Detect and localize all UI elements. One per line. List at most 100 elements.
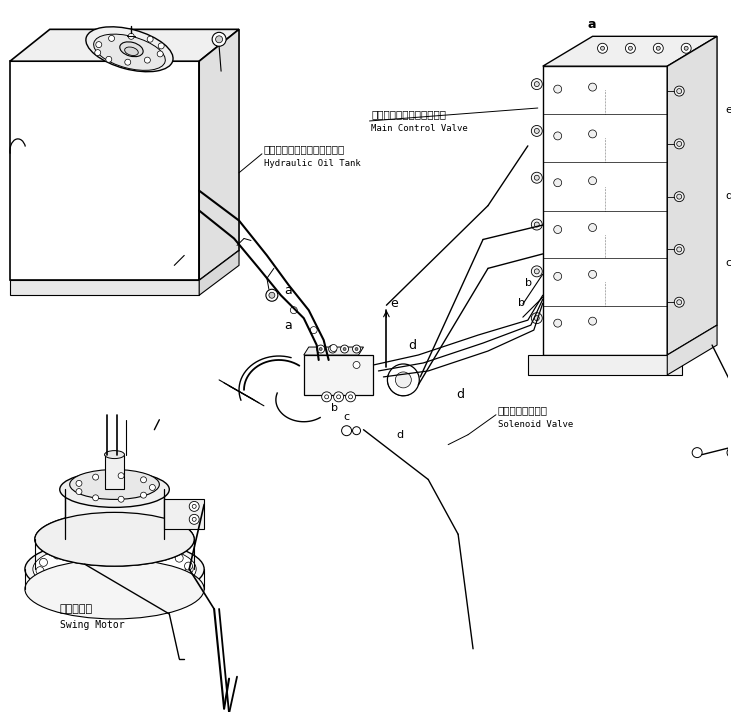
Circle shape — [534, 222, 539, 227]
Circle shape — [43, 575, 51, 583]
Circle shape — [157, 51, 163, 57]
Circle shape — [681, 43, 692, 53]
Circle shape — [175, 532, 183, 540]
Ellipse shape — [125, 47, 138, 56]
Circle shape — [140, 492, 146, 498]
Text: a: a — [588, 18, 596, 31]
Circle shape — [588, 177, 596, 185]
Circle shape — [156, 548, 164, 556]
Ellipse shape — [86, 27, 173, 72]
Circle shape — [553, 272, 561, 280]
Circle shape — [76, 488, 82, 495]
Ellipse shape — [25, 539, 204, 599]
Circle shape — [534, 269, 539, 274]
Circle shape — [212, 32, 226, 46]
Circle shape — [588, 83, 596, 91]
Circle shape — [531, 219, 542, 230]
Text: d: d — [725, 191, 731, 201]
Polygon shape — [199, 250, 239, 295]
Circle shape — [176, 535, 184, 543]
Circle shape — [164, 580, 173, 588]
Circle shape — [674, 86, 684, 96]
Ellipse shape — [60, 471, 170, 508]
Circle shape — [674, 297, 684, 307]
Circle shape — [45, 537, 53, 545]
Polygon shape — [528, 355, 682, 375]
Circle shape — [588, 317, 596, 325]
Polygon shape — [543, 36, 717, 66]
Text: Swing Motor: Swing Motor — [60, 620, 124, 630]
Circle shape — [346, 392, 355, 402]
Circle shape — [75, 545, 83, 554]
Polygon shape — [667, 325, 717, 375]
Circle shape — [531, 173, 542, 183]
Circle shape — [588, 130, 596, 138]
Circle shape — [553, 225, 561, 233]
Circle shape — [125, 59, 131, 65]
Circle shape — [355, 347, 358, 351]
Circle shape — [85, 586, 93, 594]
Circle shape — [88, 516, 96, 525]
Circle shape — [189, 501, 199, 511]
Text: e: e — [390, 297, 398, 309]
Ellipse shape — [69, 470, 159, 499]
Circle shape — [175, 554, 183, 562]
Circle shape — [113, 587, 121, 595]
Circle shape — [76, 481, 82, 486]
Circle shape — [395, 372, 412, 388]
Circle shape — [531, 125, 542, 136]
Circle shape — [330, 344, 337, 352]
Text: d: d — [409, 339, 417, 352]
Circle shape — [184, 562, 192, 570]
Circle shape — [73, 552, 81, 560]
Circle shape — [96, 41, 102, 48]
Text: Solenoid Valve: Solenoid Valve — [498, 420, 573, 429]
Circle shape — [674, 192, 684, 202]
Text: 旋回モータ: 旋回モータ — [60, 604, 93, 614]
Circle shape — [158, 43, 164, 49]
Circle shape — [322, 392, 332, 402]
Circle shape — [353, 361, 360, 369]
Circle shape — [656, 46, 660, 50]
Circle shape — [127, 555, 135, 563]
Text: e: e — [725, 105, 731, 115]
Circle shape — [341, 345, 349, 353]
Circle shape — [684, 46, 688, 50]
Circle shape — [290, 307, 298, 314]
Circle shape — [61, 581, 69, 590]
Circle shape — [185, 565, 193, 573]
Polygon shape — [543, 66, 667, 355]
Circle shape — [343, 347, 346, 351]
Circle shape — [106, 56, 112, 62]
Circle shape — [677, 194, 682, 199]
Circle shape — [170, 544, 178, 552]
Circle shape — [153, 550, 161, 558]
Circle shape — [164, 524, 173, 532]
Text: a: a — [284, 319, 292, 332]
Text: d: d — [396, 430, 404, 440]
Polygon shape — [10, 61, 199, 280]
Circle shape — [49, 528, 57, 536]
Circle shape — [99, 555, 107, 563]
Text: c: c — [344, 411, 349, 422]
Circle shape — [677, 247, 682, 252]
Circle shape — [216, 36, 222, 43]
Circle shape — [387, 364, 420, 396]
Circle shape — [143, 518, 151, 526]
Circle shape — [36, 567, 44, 575]
Circle shape — [333, 392, 344, 402]
Polygon shape — [164, 499, 204, 529]
Circle shape — [39, 558, 48, 566]
Circle shape — [93, 495, 99, 501]
Polygon shape — [304, 355, 374, 395]
Circle shape — [677, 88, 682, 93]
Circle shape — [149, 484, 156, 491]
Circle shape — [677, 299, 682, 304]
Text: ハイドロリックオイルタンク: ハイドロリックオイルタンク — [264, 144, 345, 154]
Ellipse shape — [25, 559, 204, 619]
Text: d: d — [456, 389, 464, 401]
Text: b: b — [518, 298, 525, 308]
Circle shape — [95, 50, 101, 56]
Circle shape — [189, 514, 199, 524]
Circle shape — [118, 496, 124, 502]
